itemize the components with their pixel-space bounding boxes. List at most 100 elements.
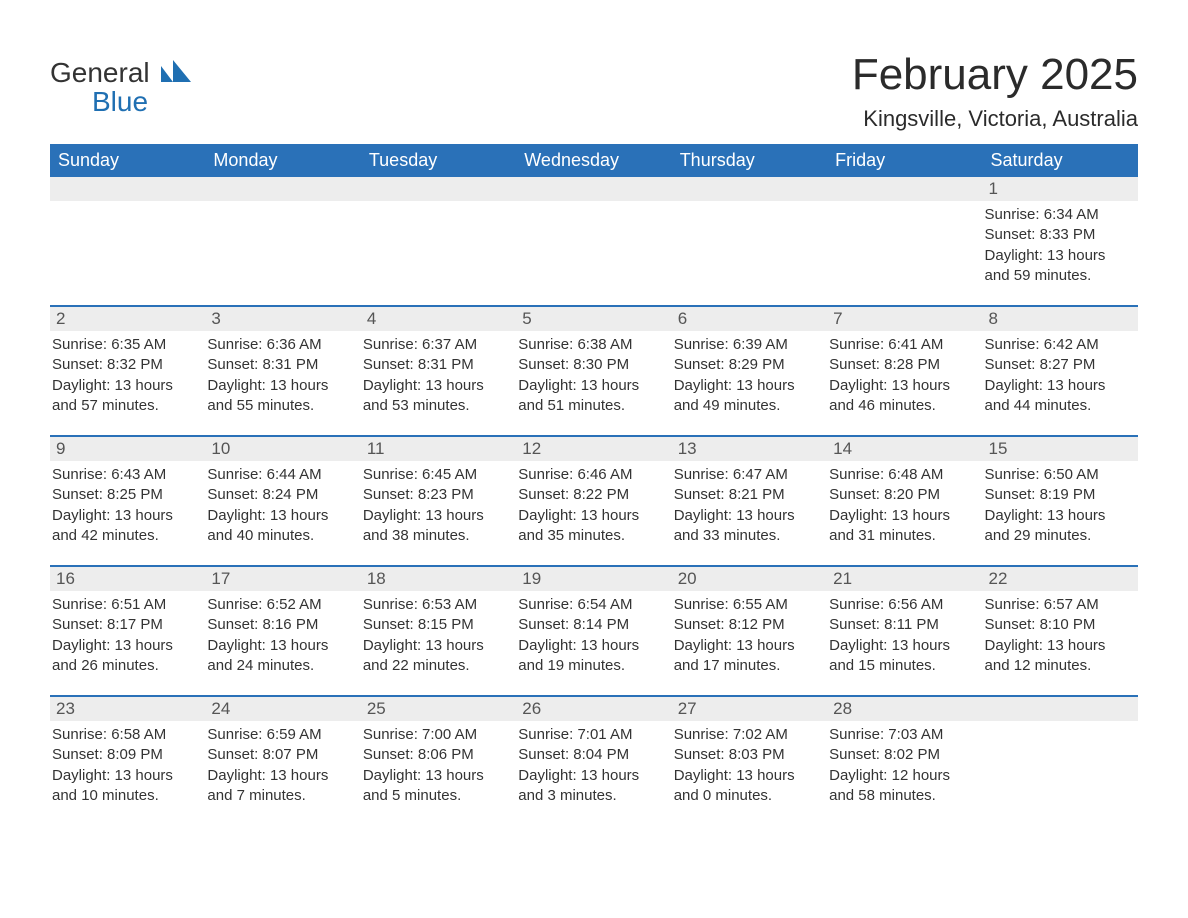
calendar-cell: 17Sunrise: 6:52 AMSunset: 8:16 PMDayligh… [205, 567, 360, 695]
daylight-line: Daylight: 13 hours and 15 minutes. [829, 636, 976, 677]
day-body: Sunrise: 6:55 AMSunset: 8:12 PMDaylight:… [672, 591, 827, 676]
calendar-cell: 18Sunrise: 6:53 AMSunset: 8:15 PMDayligh… [361, 567, 516, 695]
sunset-line: Sunset: 8:27 PM [985, 355, 1132, 375]
daylight-line: Daylight: 13 hours and 59 minutes. [985, 246, 1132, 287]
day-body: Sunrise: 7:03 AMSunset: 8:02 PMDaylight:… [827, 721, 982, 806]
day-body: Sunrise: 6:34 AMSunset: 8:33 PMDaylight:… [983, 201, 1138, 286]
sunrise-line: Sunrise: 7:01 AM [518, 725, 665, 745]
sunrise-line: Sunrise: 6:57 AM [985, 595, 1132, 615]
day-header: Thursday [672, 144, 827, 177]
daylight-line: Daylight: 13 hours and 29 minutes. [985, 506, 1132, 547]
calendar-page: General Blue February 2025 Kingsville, V… [0, 0, 1188, 918]
day-number: 8 [983, 307, 1138, 331]
calendar-cell [361, 177, 516, 305]
sunrise-line: Sunrise: 6:45 AM [363, 465, 510, 485]
sunset-line: Sunset: 8:02 PM [829, 745, 976, 765]
daylight-line: Daylight: 13 hours and 26 minutes. [52, 636, 199, 677]
day-header: Monday [205, 144, 360, 177]
sunset-line: Sunset: 8:19 PM [985, 485, 1132, 505]
daylight-line: Daylight: 13 hours and 5 minutes. [363, 766, 510, 807]
day-body: Sunrise: 6:44 AMSunset: 8:24 PMDaylight:… [205, 461, 360, 546]
day-body: Sunrise: 6:52 AMSunset: 8:16 PMDaylight:… [205, 591, 360, 676]
day-number-empty [516, 177, 671, 201]
day-body: Sunrise: 7:02 AMSunset: 8:03 PMDaylight:… [672, 721, 827, 806]
sunset-line: Sunset: 8:16 PM [207, 615, 354, 635]
daylight-line: Daylight: 13 hours and 35 minutes. [518, 506, 665, 547]
sunrise-line: Sunrise: 6:35 AM [52, 335, 199, 355]
day-number-empty [205, 177, 360, 201]
sunset-line: Sunset: 8:29 PM [674, 355, 821, 375]
day-body: Sunrise: 6:54 AMSunset: 8:14 PMDaylight:… [516, 591, 671, 676]
calendar-cell: 19Sunrise: 6:54 AMSunset: 8:14 PMDayligh… [516, 567, 671, 695]
sunrise-line: Sunrise: 6:56 AM [829, 595, 976, 615]
daylight-line: Daylight: 13 hours and 7 minutes. [207, 766, 354, 807]
day-header: Wednesday [516, 144, 671, 177]
calendar-cell: 7Sunrise: 6:41 AMSunset: 8:28 PMDaylight… [827, 307, 982, 435]
daylight-line: Daylight: 13 hours and 53 minutes. [363, 376, 510, 417]
sunset-line: Sunset: 8:12 PM [674, 615, 821, 635]
page-title: February 2025 [852, 50, 1138, 100]
day-number: 7 [827, 307, 982, 331]
sunrise-line: Sunrise: 6:54 AM [518, 595, 665, 615]
sunrise-line: Sunrise: 6:55 AM [674, 595, 821, 615]
brand-general: General [50, 57, 150, 88]
sunset-line: Sunset: 8:06 PM [363, 745, 510, 765]
sunset-line: Sunset: 8:33 PM [985, 225, 1132, 245]
daylight-line: Daylight: 13 hours and 10 minutes. [52, 766, 199, 807]
day-number: 24 [205, 697, 360, 721]
day-body: Sunrise: 6:41 AMSunset: 8:28 PMDaylight:… [827, 331, 982, 416]
day-number-empty [827, 177, 982, 201]
calendar-week: 23Sunrise: 6:58 AMSunset: 8:09 PMDayligh… [50, 697, 1138, 825]
brand-blue: Blue [92, 86, 148, 117]
day-body: Sunrise: 6:56 AMSunset: 8:11 PMDaylight:… [827, 591, 982, 676]
day-number-empty [672, 177, 827, 201]
day-number: 6 [672, 307, 827, 331]
daylight-line: Daylight: 13 hours and 51 minutes. [518, 376, 665, 417]
day-header: Tuesday [361, 144, 516, 177]
calendar-cell: 24Sunrise: 6:59 AMSunset: 8:07 PMDayligh… [205, 697, 360, 825]
calendar-cell [205, 177, 360, 305]
calendar-cell: 11Sunrise: 6:45 AMSunset: 8:23 PMDayligh… [361, 437, 516, 565]
calendar-cell [983, 697, 1138, 825]
calendar-cell: 6Sunrise: 6:39 AMSunset: 8:29 PMDaylight… [672, 307, 827, 435]
daylight-line: Daylight: 13 hours and 42 minutes. [52, 506, 199, 547]
daylight-line: Daylight: 13 hours and 40 minutes. [207, 506, 354, 547]
day-body: Sunrise: 6:35 AMSunset: 8:32 PMDaylight:… [50, 331, 205, 416]
day-number: 27 [672, 697, 827, 721]
day-number-empty [50, 177, 205, 201]
sunrise-line: Sunrise: 6:41 AM [829, 335, 976, 355]
daylight-line: Daylight: 13 hours and 24 minutes. [207, 636, 354, 677]
sunset-line: Sunset: 8:22 PM [518, 485, 665, 505]
sunset-line: Sunset: 8:24 PM [207, 485, 354, 505]
brand-logo-text: General Blue [50, 58, 191, 117]
day-body: Sunrise: 6:45 AMSunset: 8:23 PMDaylight:… [361, 461, 516, 546]
day-body: Sunrise: 6:38 AMSunset: 8:30 PMDaylight:… [516, 331, 671, 416]
day-body: Sunrise: 6:46 AMSunset: 8:22 PMDaylight:… [516, 461, 671, 546]
calendar-header-row: SundayMondayTuesdayWednesdayThursdayFrid… [50, 144, 1138, 177]
sunset-line: Sunset: 8:14 PM [518, 615, 665, 635]
day-number: 9 [50, 437, 205, 461]
daylight-line: Daylight: 13 hours and 3 minutes. [518, 766, 665, 807]
day-body: Sunrise: 6:58 AMSunset: 8:09 PMDaylight:… [50, 721, 205, 806]
day-body: Sunrise: 7:00 AMSunset: 8:06 PMDaylight:… [361, 721, 516, 806]
day-number: 16 [50, 567, 205, 591]
calendar-week: 9Sunrise: 6:43 AMSunset: 8:25 PMDaylight… [50, 437, 1138, 565]
calendar-cell: 15Sunrise: 6:50 AMSunset: 8:19 PMDayligh… [983, 437, 1138, 565]
brand-mark-icon [161, 57, 191, 88]
day-body: Sunrise: 6:43 AMSunset: 8:25 PMDaylight:… [50, 461, 205, 546]
daylight-line: Daylight: 13 hours and 0 minutes. [674, 766, 821, 807]
daylight-line: Daylight: 12 hours and 58 minutes. [829, 766, 976, 807]
calendar-cell: 26Sunrise: 7:01 AMSunset: 8:04 PMDayligh… [516, 697, 671, 825]
day-number: 13 [672, 437, 827, 461]
sunrise-line: Sunrise: 6:36 AM [207, 335, 354, 355]
day-body: Sunrise: 6:37 AMSunset: 8:31 PMDaylight:… [361, 331, 516, 416]
day-body: Sunrise: 6:42 AMSunset: 8:27 PMDaylight:… [983, 331, 1138, 416]
sunrise-line: Sunrise: 6:34 AM [985, 205, 1132, 225]
day-number: 23 [50, 697, 205, 721]
calendar-cell: 23Sunrise: 6:58 AMSunset: 8:09 PMDayligh… [50, 697, 205, 825]
calendar-cell: 1Sunrise: 6:34 AMSunset: 8:33 PMDaylight… [983, 177, 1138, 305]
sunrise-line: Sunrise: 7:02 AM [674, 725, 821, 745]
calendar-week: 2Sunrise: 6:35 AMSunset: 8:32 PMDaylight… [50, 307, 1138, 435]
calendar-table: SundayMondayTuesdayWednesdayThursdayFrid… [50, 144, 1138, 825]
day-number: 18 [361, 567, 516, 591]
